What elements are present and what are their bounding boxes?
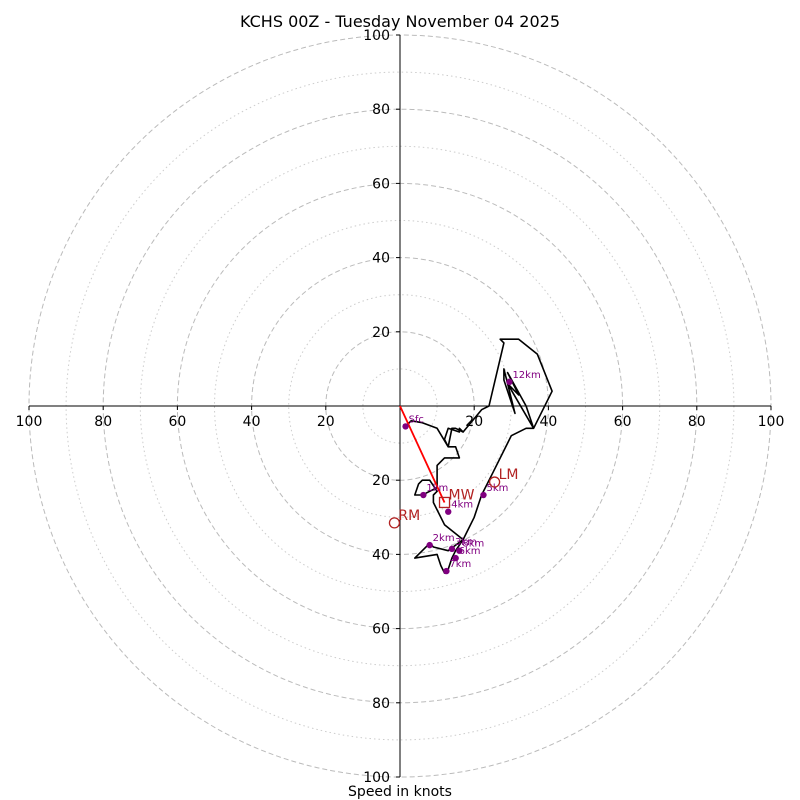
height-marker-2km [426, 541, 433, 549]
storm-motion-mw-label: MW [449, 487, 475, 503]
y-tick-label: 60 [372, 622, 390, 638]
y-tick-label: 20 [372, 325, 390, 341]
y-tick-label: 60 [372, 176, 390, 192]
shear-vector [399, 405, 446, 503]
storm-motion-rm-marker [388, 517, 401, 529]
x-tick-label: 20 [465, 414, 483, 430]
y-tick-label: 20 [372, 473, 390, 489]
storm-motion-lm-marker [488, 476, 501, 488]
x-tick-label: 100 [758, 414, 785, 430]
y-tick-label: 40 [372, 251, 390, 267]
x-axis-ticks: 100 80 60 40 20 20 40 60 80 100 [16, 406, 785, 430]
height-marker-12km [506, 378, 513, 386]
height-marker-6km [452, 554, 459, 562]
height-label-4km: 4km [451, 500, 473, 511]
y-tick-label: 100 [363, 770, 390, 786]
x-tick-label: 80 [94, 414, 112, 430]
storm-motions: LM RM MW [388, 467, 519, 529]
x-tick-label: 80 [688, 414, 706, 430]
x-tick-label: 60 [168, 414, 186, 430]
x-tick-label: 40 [539, 414, 557, 430]
height-marker-1km [420, 491, 427, 499]
height-marker-3km [448, 545, 456, 553]
storm-motion-lm-label: LM [499, 467, 519, 483]
height-label-1km: 1km [426, 483, 448, 494]
height-marker-4km [445, 508, 452, 515]
storm-motion-mw-marker [438, 496, 451, 509]
y-tick-label: 80 [372, 696, 390, 712]
height-marker-sfc [402, 423, 409, 430]
height-marker-7km [443, 567, 450, 575]
y-tick-label: 40 [372, 547, 390, 563]
x-tick-label: 100 [16, 414, 43, 430]
height-label-12km: 12km [512, 370, 540, 381]
height-label-8km: 8km [462, 539, 484, 550]
y-tick-label: 80 [372, 102, 390, 118]
x-tick-label: 40 [243, 414, 261, 430]
height-marker-5km [480, 491, 487, 499]
height-label-7km: 7km [449, 559, 471, 570]
height-label-sfc: Sfc [409, 414, 424, 425]
x-axis-label: Speed in knots [348, 784, 452, 800]
height-points: Sfc 1km 2km 3km 4km 5km 6km 7km 8km 12km [402, 370, 541, 575]
y-axis-ticks: 100 80 60 40 20 20 40 60 80 100 [363, 28, 400, 786]
height-label-5km: 5km [486, 483, 508, 494]
storm-motion-rm-label: RM [398, 508, 420, 524]
x-tick-label: 60 [614, 414, 632, 430]
x-tick-label: 20 [317, 414, 335, 430]
height-label-2km: 2km [433, 533, 455, 544]
y-tick-label: 100 [363, 28, 390, 44]
chart-title: KCHS 00Z - Tuesday November 04 2025 [240, 12, 560, 31]
height-label-3km: 3km [455, 537, 477, 548]
height-marker-8km [456, 547, 463, 554]
hodograph-trace [405, 338, 553, 574]
height-label-6km: 6km [459, 546, 481, 557]
